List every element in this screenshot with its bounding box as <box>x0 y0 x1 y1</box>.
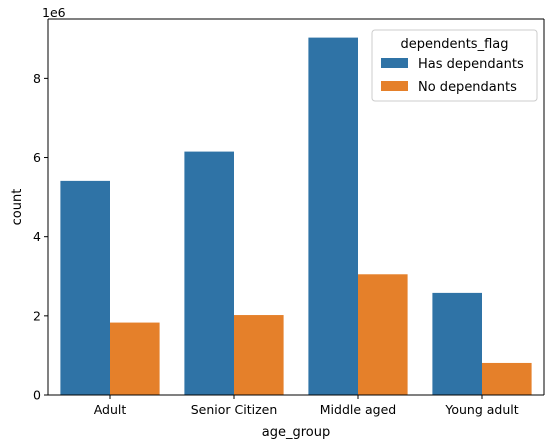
y-tick-label: 4 <box>33 229 41 244</box>
legend-swatch <box>381 58 408 68</box>
legend-item-label: No dependants <box>418 80 517 95</box>
bar-no-dependants-young-adult <box>482 362 532 395</box>
y-axis-label: count <box>10 189 25 226</box>
x-tick-label: Senior Citizen <box>191 402 278 417</box>
legend-frame <box>371 29 538 102</box>
bar-has-dependants-senior-citizen <box>184 151 234 395</box>
bar-has-dependants-young-adult <box>432 292 482 395</box>
bar-no-dependants-middle-aged <box>358 274 408 395</box>
y-tick-label: 8 <box>33 71 41 86</box>
y-multiplier-label: 1e6 <box>42 5 66 20</box>
legend-swatch <box>381 81 408 91</box>
legend-title: dependents_flag <box>400 37 508 52</box>
x-ticks: Adult Senior Citizen Middle aged Young adul… <box>94 395 519 417</box>
axes-layer <box>47 18 545 396</box>
y-tick-label: 6 <box>33 150 41 165</box>
y-ticks: 0 2 4 6 8 <box>33 71 48 403</box>
x-tick-label: Middle aged <box>320 402 396 417</box>
bar-no-dependants-senior-citizen <box>234 315 284 395</box>
x-axis-label: age_group <box>262 425 330 440</box>
bar-no-dependants-adult <box>110 322 160 395</box>
legend: dependents_flag Has dependants No dependa… <box>371 29 538 102</box>
bars-layer <box>60 37 532 395</box>
legend-item-label: Has dependants <box>418 57 524 72</box>
bar-has-dependants-middle-aged <box>308 37 358 395</box>
y-tick-label: 0 <box>33 388 41 403</box>
x-tick-label: Adult <box>94 402 127 417</box>
y-tick-label: 2 <box>33 308 41 323</box>
legend-items: Has dependants No dependants <box>381 57 524 95</box>
x-tick-label: Young adult <box>444 402 518 417</box>
bar-has-dependants-adult <box>60 180 110 395</box>
